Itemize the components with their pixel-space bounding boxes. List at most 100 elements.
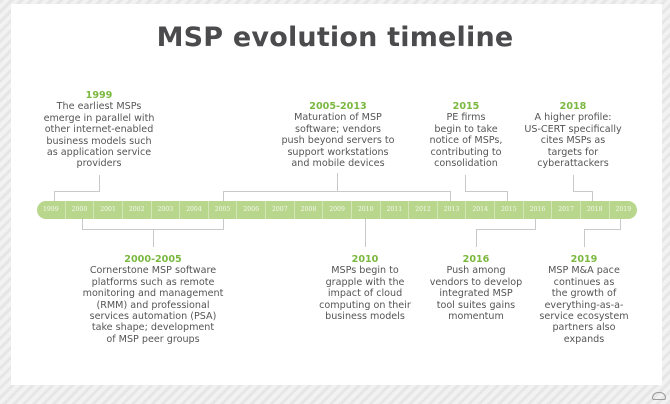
- connector-2015: [465, 175, 466, 192]
- event-text-line: PE firms: [446, 112, 486, 124]
- timeline-card: [11, 4, 662, 385]
- event-text-line: platforms such as remote: [91, 276, 215, 288]
- year-cell: 2012: [409, 201, 438, 219]
- event-text-line: push beyond servers to: [281, 135, 395, 147]
- event-text-line: vendors to develop: [429, 276, 523, 288]
- event-text-line: Push among: [446, 265, 506, 277]
- event-text-line: software; vendors: [294, 123, 382, 135]
- event-year: 1999: [85, 90, 113, 101]
- event-text-line: consolidation: [434, 158, 498, 170]
- event-text-line: Cornerstone MSP software: [89, 265, 217, 277]
- event-text-line: cites MSPs as: [540, 135, 606, 147]
- year-cell: 2009: [323, 201, 352, 219]
- year-cell: 2003: [152, 201, 181, 219]
- year-cell: 2007: [266, 201, 295, 219]
- event-text-line: US-CERT specifically: [524, 123, 622, 135]
- event-text-line: Maturation of MSP: [294, 112, 382, 124]
- year-cell: 2011: [381, 201, 410, 219]
- connector-1999: [54, 191, 55, 201]
- event-text-line: computing on their: [319, 299, 411, 311]
- event-text-line: expands: [563, 333, 605, 345]
- year-cell: 2014: [466, 201, 495, 219]
- event-year: 2010: [351, 254, 379, 265]
- year-cell: 2004: [180, 201, 209, 219]
- year-cell: 2019: [615, 206, 632, 213]
- year-cell: 2008: [295, 201, 324, 219]
- eye-logo-icon: [652, 392, 666, 400]
- event-2005-2013: 2005-2013 Maturation of MSP software; ve…: [268, 101, 408, 169]
- connector-2018: [573, 175, 574, 192]
- year-cell: 2006: [237, 201, 266, 219]
- event-text-line: begin to take: [434, 123, 498, 135]
- event-text-line: business models such: [46, 135, 152, 147]
- year-cell: 2017: [552, 201, 581, 219]
- year-cell: 2005: [209, 201, 238, 219]
- event-text-line: providers: [76, 158, 122, 170]
- connector-2015: [507, 191, 508, 201]
- event-year: 2005-2013: [309, 101, 367, 112]
- event-text-line: the growth of: [551, 288, 617, 300]
- event-text-line: support workstations: [287, 146, 389, 158]
- connector-2015: [465, 191, 508, 192]
- event-1999: 1999 The earliest MSPs emerge in paralle…: [29, 90, 169, 170]
- event-year: 2015: [452, 101, 480, 112]
- connector-2000-2005: [153, 229, 154, 247]
- event-text-line: impact of cloud: [327, 288, 403, 300]
- event-text-line: business models: [325, 311, 405, 323]
- year-cell: 2013: [438, 201, 467, 219]
- event-text-line: other internet-enabled: [44, 124, 154, 136]
- event-2015: 2015 PE firms begin to take notice of MS…: [411, 101, 521, 169]
- event-year: 2016: [462, 254, 490, 265]
- event-text-line: integrated MSP: [439, 288, 513, 300]
- connector-2005-2013: [337, 173, 338, 192]
- year-cell: 1999: [37, 201, 66, 219]
- event-text-line: (RMM) and professional: [96, 299, 210, 311]
- connector-1999: [54, 191, 100, 192]
- event-text-line: emerge in parallel with: [43, 112, 155, 124]
- connector-2000-2005: [82, 219, 83, 230]
- connector-2019: [620, 219, 621, 230]
- connector-2016: [476, 229, 477, 247]
- event-text-line: continues as: [553, 276, 615, 288]
- event-year: 2019: [570, 254, 598, 265]
- connector-2005-2013: [450, 191, 451, 201]
- event-text-line: services automation (PSA): [89, 311, 217, 323]
- event-text-line: notice of MSPs,: [429, 135, 503, 147]
- connector-1999: [99, 175, 100, 192]
- year-cell: 2000: [66, 201, 95, 219]
- event-2018: 2018 A higher profile: US-CERT specifica…: [513, 101, 633, 169]
- event-text-line: partners also: [552, 322, 616, 334]
- year-cell: 2018: [581, 201, 610, 219]
- connector-2016: [476, 229, 536, 230]
- event-2010: 2010 MSPs begin to grapple with the impa…: [310, 254, 420, 322]
- connector-2016: [535, 219, 536, 230]
- event-text-line: MSPs begin to: [331, 265, 399, 277]
- event-text-line: everything-as-a-: [544, 299, 624, 311]
- event-text-line: targets for: [547, 146, 599, 158]
- event-text-line: grapple with the: [325, 276, 405, 288]
- year-cell: 2015: [495, 201, 524, 219]
- event-text-line: momentum: [448, 311, 504, 323]
- event-text-line: tool suites gains: [436, 299, 516, 311]
- event-text-line: contributing to: [430, 146, 502, 158]
- event-text-line: A higher profile:: [534, 112, 612, 124]
- connector-2010: [365, 219, 366, 247]
- connector-2019: [584, 229, 621, 230]
- event-text-line: and mobile devices: [291, 158, 385, 170]
- connector-2018: [592, 191, 593, 201]
- event-year: 2000-2005: [124, 254, 182, 265]
- event-text-line: of MSP peer groups: [106, 333, 200, 345]
- connector-2005-2013: [223, 191, 224, 201]
- event-text-line: cyberattackers: [537, 158, 609, 170]
- event-year: 2018: [559, 101, 587, 112]
- year-cell: 2016: [524, 201, 553, 219]
- event-2000-2005: 2000-2005 Cornerstone MSP software platf…: [78, 254, 228, 345]
- event-text-line: The earliest MSPs: [56, 101, 142, 113]
- event-text-line: service ecosystem: [539, 311, 629, 323]
- timeline-bar: 1999 2000 2001 2002 2003 2004 2005 2006 …: [37, 201, 637, 219]
- event-text-line: monitoring and management: [82, 288, 224, 300]
- connector-2005-2013: [223, 191, 451, 192]
- year-cell: 2001: [94, 201, 123, 219]
- event-text-line: take shape; development: [91, 322, 215, 334]
- connector-2019: [584, 229, 585, 247]
